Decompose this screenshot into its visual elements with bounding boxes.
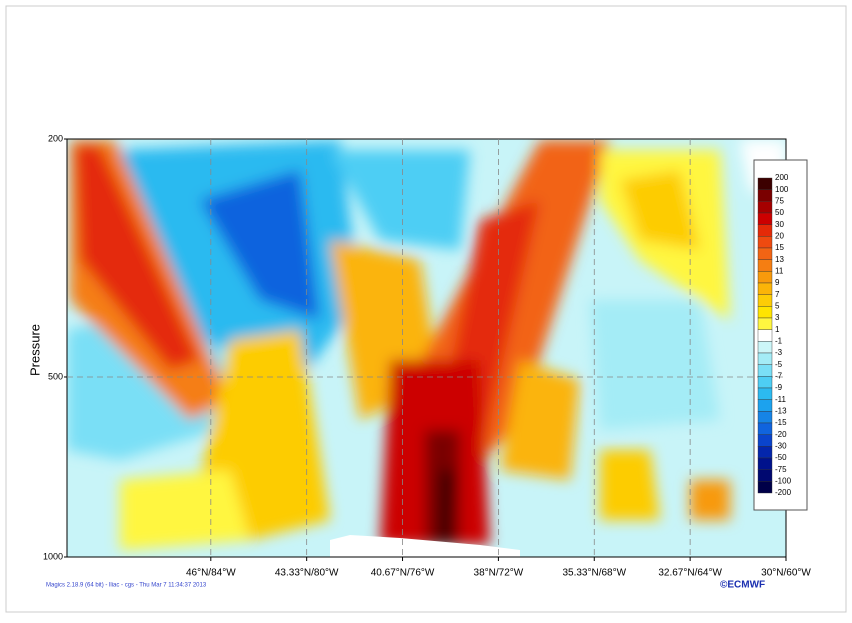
legend-label: -9 [775, 383, 783, 392]
legend-label: 5 [775, 301, 780, 310]
legend-swatch [757, 224, 773, 237]
legend-label: -15 [775, 418, 787, 427]
legend-label: 100 [775, 185, 789, 194]
y-tick-label: 1000 [43, 551, 63, 561]
legend-swatch [757, 422, 773, 435]
x-tick-label: 38°N/72°W [474, 568, 524, 579]
legend-swatch [757, 387, 773, 400]
legend-label: -1 [775, 336, 783, 345]
legend-label: -5 [775, 360, 783, 369]
legend-label: 200 [775, 173, 789, 182]
legend-swatch [757, 341, 773, 354]
legend-swatch [757, 329, 773, 342]
legend-swatch [757, 469, 773, 482]
x-tick-label: 40.67°N/76°W [371, 568, 435, 579]
legend-label: 3 [775, 313, 780, 322]
x-tick-label: 35.33°N/68°W [562, 568, 626, 579]
x-tick-label: 43.33°N/80°W [275, 568, 339, 579]
legend-swatch [757, 201, 773, 214]
legend-swatch [757, 247, 773, 260]
legend-swatch [757, 411, 773, 424]
logo: ©ECMWF [720, 580, 765, 591]
legend-label: -20 [775, 430, 787, 439]
legend-label: 30 [775, 220, 784, 229]
legend-swatch [757, 352, 773, 365]
legend-label: -50 [775, 453, 787, 462]
y-tick-label: 500 [48, 371, 63, 381]
legend-swatch [757, 177, 773, 190]
legend-swatch [757, 189, 773, 202]
legend-label: 50 [775, 208, 784, 217]
legend-swatch [757, 282, 773, 295]
legend-swatch [757, 399, 773, 412]
legend-label: -30 [775, 441, 787, 450]
legend-swatch [757, 259, 773, 272]
x-tick-label: 32.67°N/64°W [658, 568, 722, 579]
legend-label: -13 [775, 406, 787, 415]
legend-swatch [757, 294, 773, 307]
legend-label: -75 [775, 465, 787, 474]
x-tick-label: 30°N/60°W [761, 568, 811, 579]
y-axis-label: Pressure [27, 324, 42, 376]
legend-label: 13 [775, 255, 784, 264]
legend-label: 9 [775, 278, 780, 287]
legend-label: -200 [775, 488, 792, 497]
legend-label: -11 [775, 395, 787, 404]
legend-label: -7 [775, 371, 783, 380]
legend-label: 75 [775, 196, 784, 205]
legend-swatch [757, 457, 773, 470]
legend-swatch [757, 376, 773, 389]
legend-swatch [757, 271, 773, 284]
legend-swatch [757, 481, 773, 494]
y-tick-label: 200 [48, 133, 63, 143]
legend-swatch [757, 364, 773, 377]
legend-swatch [757, 212, 773, 225]
legend-label: 7 [775, 290, 780, 299]
legend-swatch [757, 306, 773, 319]
legend-swatch [757, 317, 773, 330]
legend-label: -3 [775, 348, 783, 357]
legend-label: 20 [775, 231, 784, 240]
legend-label: -100 [775, 476, 792, 485]
legend-swatch [757, 446, 773, 459]
footer: Magics 2.18.9 (64 bit) - lliac - cgs - T… [46, 583, 207, 589]
x-tick-label: 46°N/84°W [186, 568, 236, 579]
legend-swatch [757, 236, 773, 249]
contour-field [67, 139, 786, 557]
legend-label: 15 [775, 243, 784, 252]
legend-label: 11 [775, 266, 784, 275]
legend-swatch [757, 434, 773, 447]
legend-label: 1 [775, 325, 780, 334]
